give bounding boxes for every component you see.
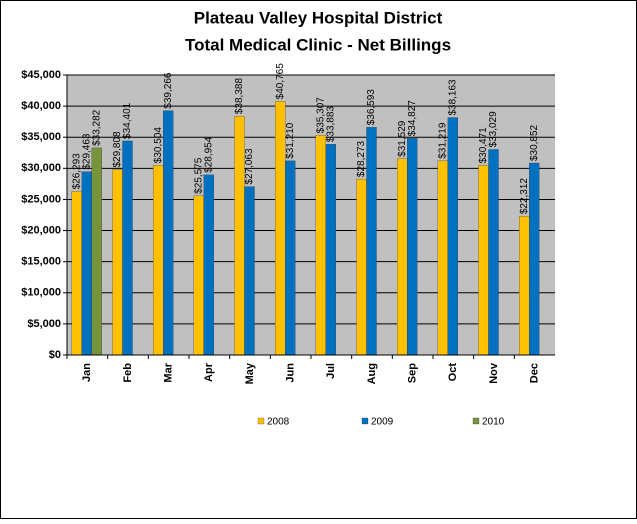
legend-swatch xyxy=(472,417,480,425)
chart-title: Plateau Valley Hospital District xyxy=(194,8,443,27)
value-label: $38,388 xyxy=(234,78,245,115)
bar xyxy=(478,165,489,356)
value-label: $36,593 xyxy=(366,89,377,126)
bar xyxy=(91,147,102,356)
value-label: $40,765 xyxy=(275,63,286,100)
y-tick-label: $20,000 xyxy=(21,224,61,236)
legend-swatch xyxy=(257,417,265,425)
value-label: $30,471 xyxy=(478,127,489,164)
y-tick-label: $10,000 xyxy=(21,287,61,299)
y-tick-label: $0 xyxy=(49,349,61,361)
bar xyxy=(234,115,245,356)
bar xyxy=(244,186,255,356)
value-label: $28,954 xyxy=(203,136,214,173)
x-tick-label: Jul xyxy=(325,363,337,379)
y-tick-label: $25,000 xyxy=(21,193,61,205)
x-tick-label: Mar xyxy=(163,362,175,382)
bar xyxy=(407,138,418,356)
x-tick-label: Feb xyxy=(122,363,134,383)
value-label: $33,029 xyxy=(488,111,499,148)
bar xyxy=(71,191,82,356)
value-label: $33,282 xyxy=(91,109,102,146)
bar xyxy=(81,171,92,356)
value-label: $33,883 xyxy=(325,106,336,143)
legend-label: 2008 xyxy=(267,417,290,428)
y-tick-label: $40,000 xyxy=(21,100,61,112)
x-tick-label: Jan xyxy=(81,363,93,382)
x-tick-label: Oct xyxy=(447,363,459,382)
y-tick-label: $30,000 xyxy=(21,162,61,174)
x-tick-label: Jun xyxy=(285,363,297,383)
bar xyxy=(285,160,296,356)
legend-label: 2009 xyxy=(371,417,394,428)
bar xyxy=(366,127,377,356)
value-label: $27,063 xyxy=(244,148,255,185)
y-tick-label: $35,000 xyxy=(21,131,61,143)
y-tick-label: $15,000 xyxy=(21,256,61,268)
x-tick-label: Apr xyxy=(203,362,215,382)
value-label: $29,808 xyxy=(112,131,123,168)
bar xyxy=(488,149,499,356)
x-tick-label: Nov xyxy=(488,362,500,384)
value-label: $30,504 xyxy=(153,127,164,164)
bar xyxy=(529,162,540,356)
bar xyxy=(315,135,326,356)
y-tick-label: $5,000 xyxy=(27,318,61,330)
bar xyxy=(193,195,204,356)
legend-label: 2010 xyxy=(482,417,505,428)
x-tick-label: Sep xyxy=(407,363,419,383)
bar xyxy=(437,160,448,356)
value-label: $29,463 xyxy=(81,133,92,170)
value-label: $26,293 xyxy=(71,153,82,190)
bar xyxy=(397,158,408,356)
plot-area xyxy=(67,75,555,355)
bar xyxy=(203,174,214,356)
x-tick-label: Aug xyxy=(366,363,378,384)
value-label: $25,575 xyxy=(193,157,204,194)
bar xyxy=(153,165,164,356)
x-tick-label: May xyxy=(244,362,256,384)
value-label: $31,210 xyxy=(285,122,296,159)
value-label: $22,312 xyxy=(519,178,530,215)
chart-subtitle: Total Medical Clinic - Net Billings xyxy=(185,35,451,54)
y-tick-label: $45,000 xyxy=(21,69,61,81)
value-label: $34,827 xyxy=(407,100,418,137)
value-label: $39,266 xyxy=(163,72,174,109)
bar xyxy=(122,140,133,356)
value-label: $31,529 xyxy=(397,120,408,157)
bar xyxy=(325,144,336,356)
value-label: $35,307 xyxy=(315,97,326,134)
value-label: $30,852 xyxy=(529,124,540,161)
value-label: $28,273 xyxy=(356,140,367,177)
bar xyxy=(519,216,530,356)
value-label: $34,401 xyxy=(122,102,133,139)
bar xyxy=(163,110,174,356)
bar xyxy=(275,101,286,356)
x-tick-label: Dec xyxy=(529,363,541,383)
value-label: $38,163 xyxy=(447,79,458,116)
bar xyxy=(447,117,458,356)
bar xyxy=(356,178,367,356)
bar xyxy=(112,169,123,356)
value-label: $31,219 xyxy=(437,122,448,159)
legend-swatch xyxy=(361,417,369,425)
